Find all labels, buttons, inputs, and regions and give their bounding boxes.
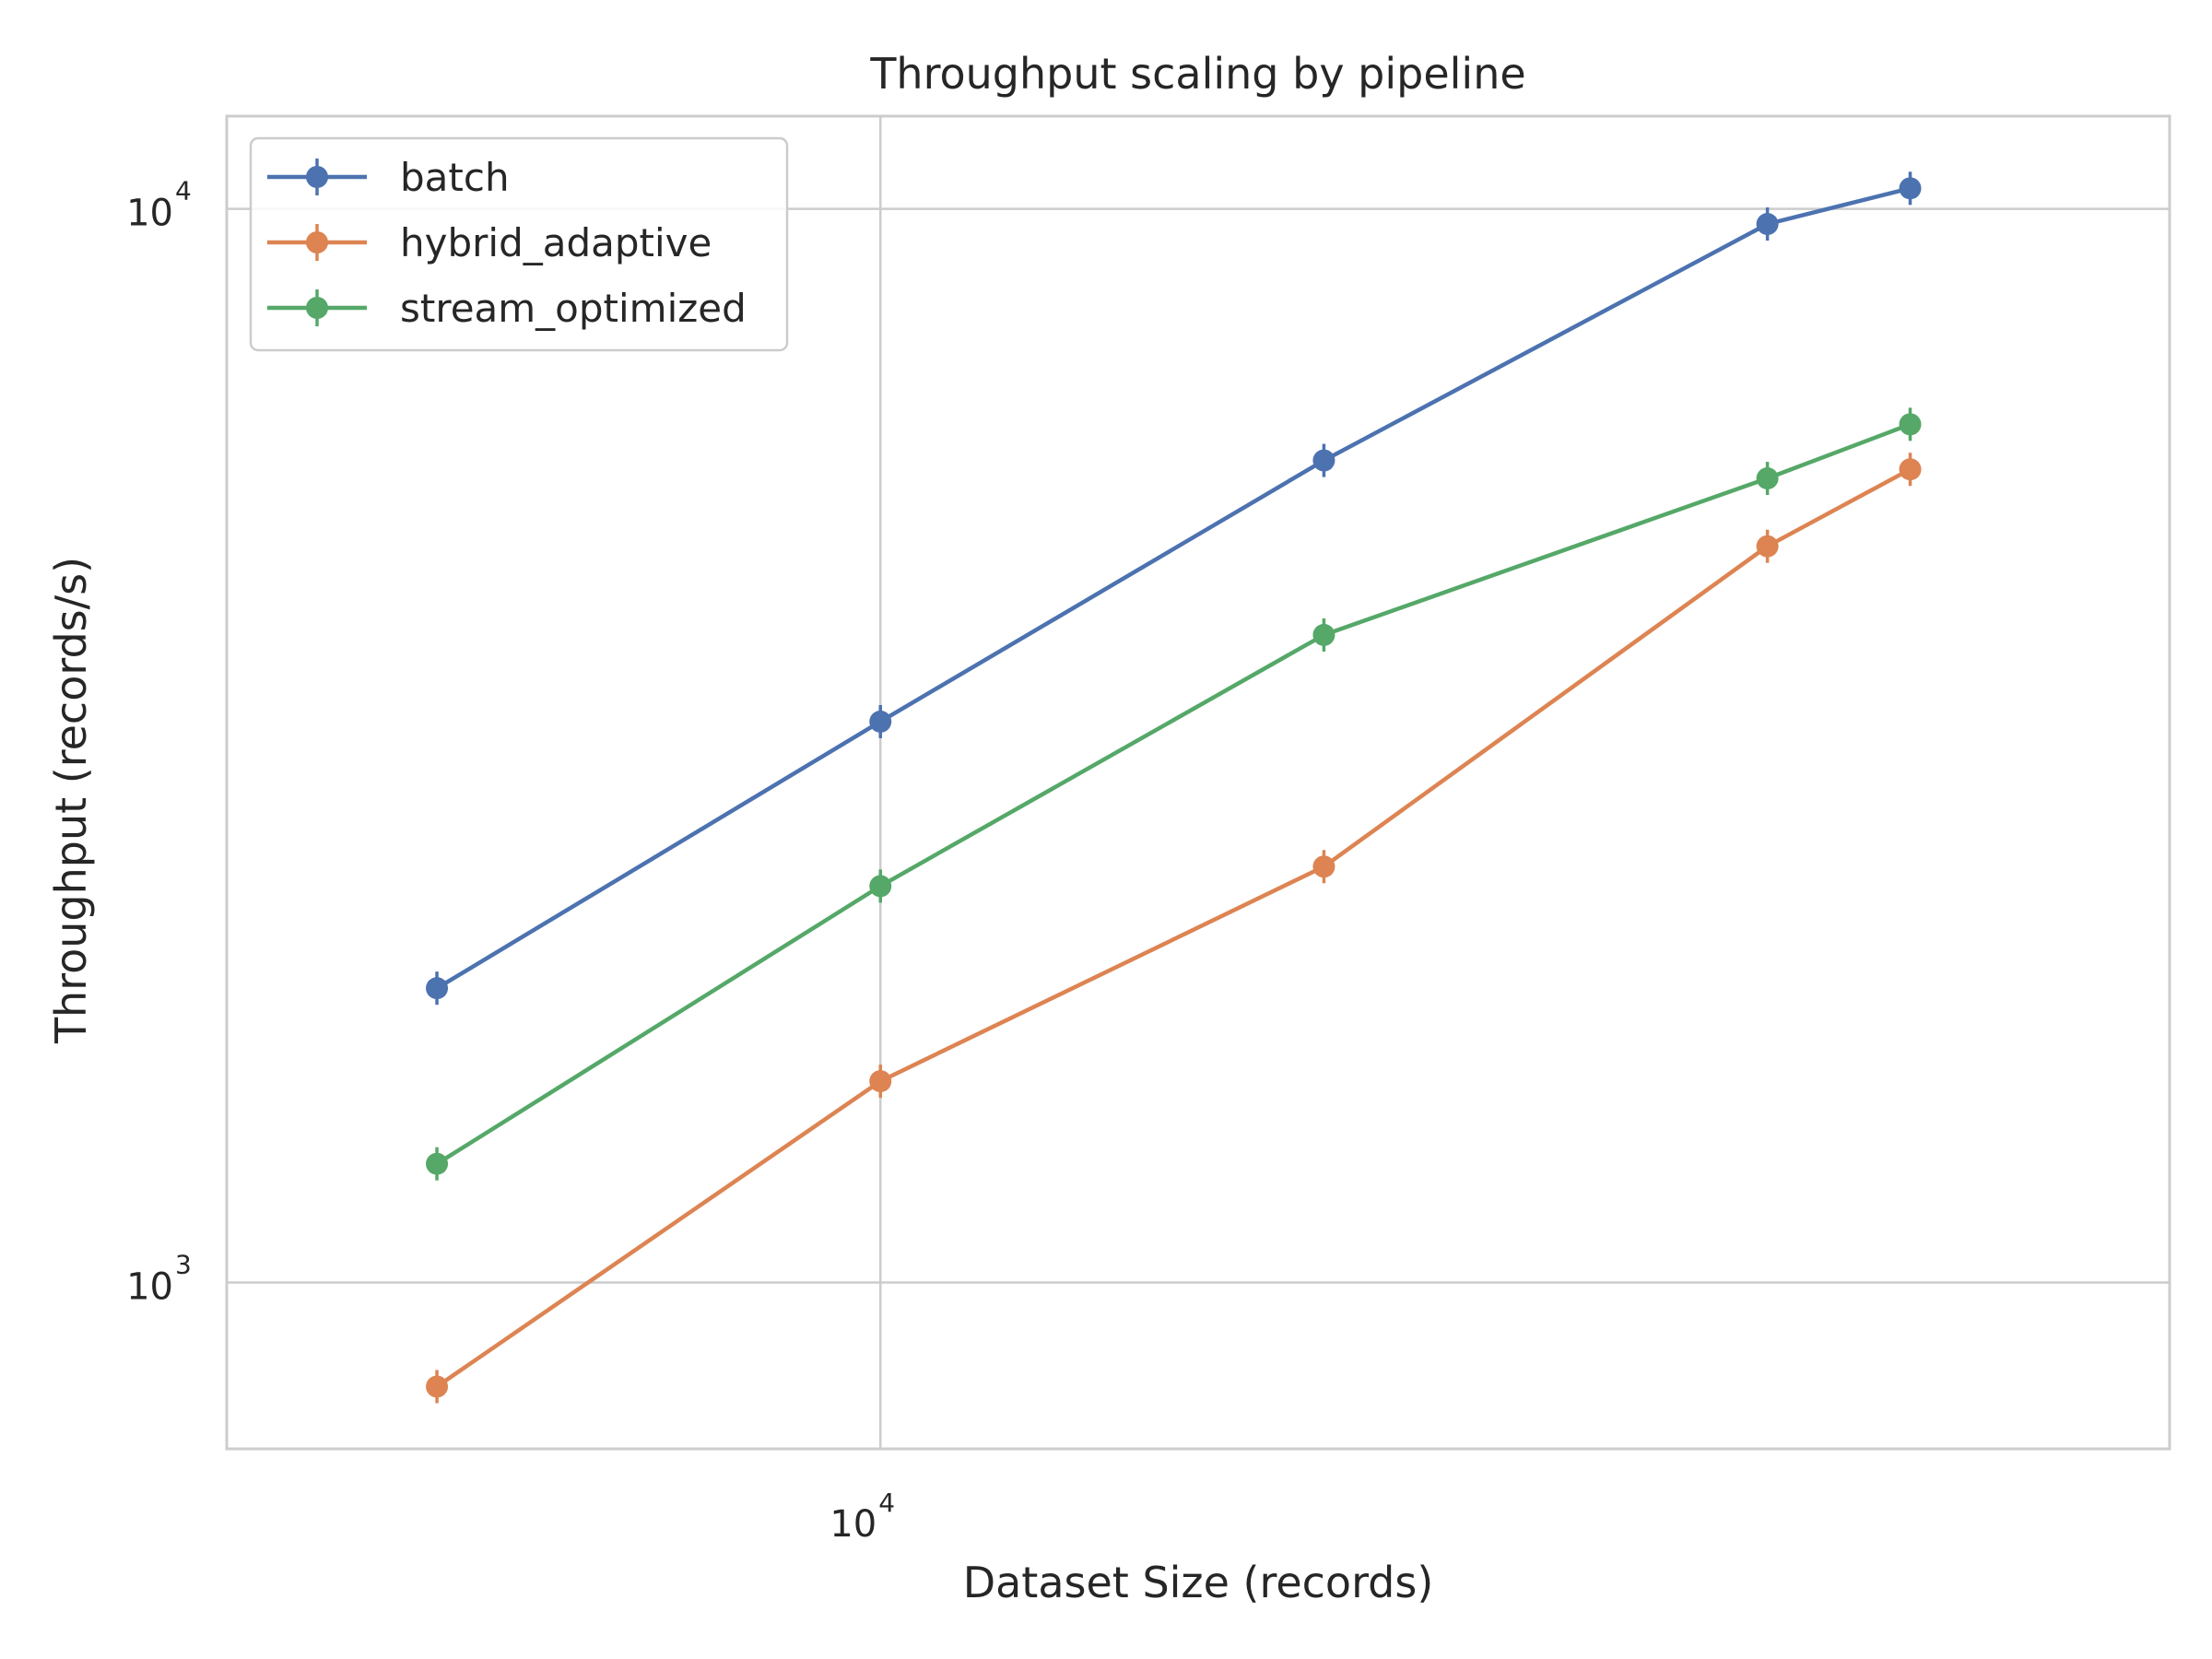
series-stream_optimized: [426, 407, 1922, 1181]
data-point: [1756, 213, 1779, 236]
data-point: [869, 710, 892, 733]
legend-label: batch: [400, 155, 510, 200]
legend-item-hybrid_adaptive: hybrid_adaptive: [267, 220, 712, 265]
data-point: [426, 1152, 449, 1175]
x-tick-label-exponent: 4: [878, 1488, 895, 1518]
series-hybrid_adaptive: [426, 453, 1922, 1404]
legend-item-batch: batch: [267, 155, 510, 200]
data-point: [1899, 413, 1922, 436]
legend-label: stream_optimized: [400, 286, 747, 331]
x-axis-label: Dataset Size (records): [963, 1558, 1434, 1607]
y-axis-label: Throughput (records/s): [46, 557, 96, 1044]
data-point: [1312, 855, 1335, 878]
data-point: [1899, 177, 1922, 200]
data-point: [1312, 623, 1335, 646]
legend: batch hybrid_adaptive stream_optimized: [249, 136, 789, 352]
series-batch: [426, 171, 1922, 1006]
legend-marker: [306, 297, 328, 319]
x-tick-label-base: 10: [830, 1503, 877, 1546]
legend-marker: [306, 231, 328, 253]
data-point: [1756, 467, 1779, 490]
y-tick-label-exponent: 4: [175, 176, 192, 206]
data-point: [869, 875, 892, 898]
y-tick-label-exponent: 3: [175, 1250, 192, 1280]
series-layer: [426, 171, 1922, 1404]
chart-title: Throughput scaling by pipeline: [869, 49, 1525, 99]
data-point: [1899, 458, 1922, 481]
legend-marker: [306, 166, 328, 188]
legend-item-stream_optimized: stream_optimized: [267, 286, 747, 331]
y-tick-label-base: 10: [126, 193, 173, 235]
data-point: [426, 977, 449, 1000]
data-point: [426, 1375, 449, 1398]
legend-box: [249, 136, 789, 352]
data-point: [869, 1070, 892, 1093]
data-point: [1756, 535, 1779, 558]
legend-label: hybrid_adaptive: [400, 220, 712, 265]
y-tick-label-base: 10: [126, 1266, 173, 1309]
plot-frame: [225, 114, 2171, 1451]
data-point: [1312, 449, 1335, 472]
